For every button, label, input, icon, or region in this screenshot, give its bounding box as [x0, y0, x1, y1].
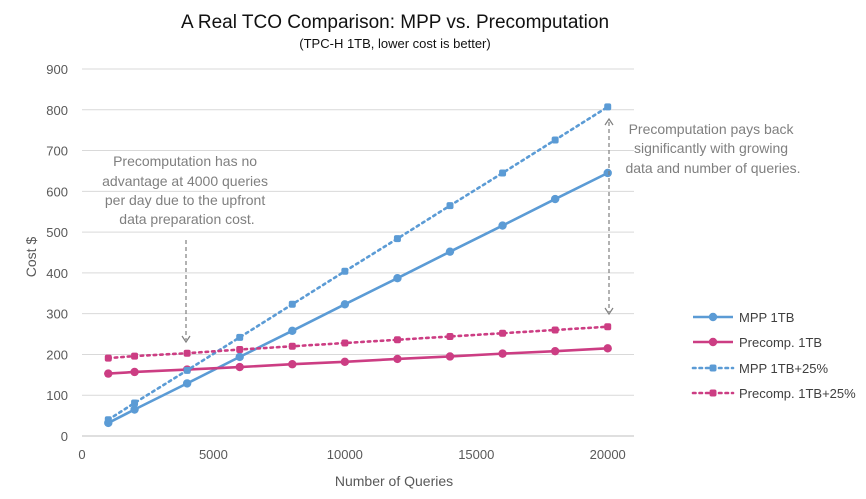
data-point: [288, 360, 297, 369]
annotation-arrows: [181, 117, 614, 344]
data-point: [499, 169, 507, 177]
data-point: [183, 366, 191, 374]
data-point: [288, 326, 297, 335]
data-point: [445, 247, 455, 256]
chart-title: A Real TCO Comparison: MPP vs. Precomput…: [181, 12, 609, 33]
data-point: [499, 329, 507, 337]
chart-subtitle: (TPC-H 1TB, lower cost is better): [299, 36, 490, 51]
legend-swatch-marker: [708, 337, 718, 347]
annotation-right-line: Precomputation pays back: [629, 121, 795, 137]
x-tick-label: 10000: [327, 447, 363, 462]
arrowhead: [181, 335, 191, 344]
data-point: [551, 136, 559, 144]
x-tick-label: 5000: [199, 447, 228, 462]
data-point: [446, 202, 454, 210]
data-point: [550, 346, 560, 356]
series-layer: [104, 103, 612, 428]
legend-label: MPP 1TB: [739, 310, 794, 325]
y-tick-label: 200: [46, 347, 68, 362]
data-point: [393, 273, 402, 283]
data-point: [446, 333, 454, 341]
x-tick-label: 20000: [590, 447, 626, 462]
data-point: [104, 369, 113, 378]
y-tick-label: 600: [46, 184, 68, 199]
y-tick-label: 700: [46, 144, 68, 159]
annotation-left-line: per day due to the upfront: [105, 192, 265, 208]
data-point: [131, 399, 139, 407]
data-point: [182, 379, 192, 388]
annotation-left: Precomputation has no advantage at 4000 …: [102, 153, 272, 227]
x-tick-label: 0: [78, 447, 85, 462]
legend-label: MPP 1TB+25%: [739, 361, 828, 376]
series-mpp-1tb-25-: [104, 103, 612, 424]
annotation-right-line: significantly with growing: [634, 140, 788, 156]
data-point: [393, 336, 401, 344]
data-point: [604, 323, 612, 331]
x-axis-ticks: 0 5000 10000 15000 20000: [78, 447, 625, 462]
legend-label: Precomp. 1TB: [739, 335, 822, 350]
data-point: [288, 342, 296, 350]
y-tick-label: 0: [61, 429, 68, 444]
data-point: [104, 416, 112, 424]
annotation-right: Precomputation pays back significantly w…: [625, 121, 800, 176]
data-point: [340, 357, 350, 366]
data-point: [603, 168, 612, 178]
data-point: [130, 405, 139, 414]
y-tick-label: 900: [46, 62, 68, 77]
arrowhead: [604, 117, 614, 126]
y-tick-label: 100: [46, 388, 68, 403]
legend: MPP 1TB Precomp. 1TB MPP 1TB+25% Precomp. 1…: [691, 310, 856, 401]
y-tick-label: 800: [46, 103, 68, 118]
x-axis-label: Number of Queries: [335, 473, 453, 489]
series-precomp-1tb-25-: [104, 323, 612, 362]
data-point: [130, 367, 139, 377]
arrowhead: [604, 307, 614, 316]
data-point: [288, 300, 296, 308]
data-point: [235, 362, 244, 372]
series-precomp-1tb: [104, 344, 612, 378]
data-point: [131, 352, 139, 360]
y-axis-ticks: 0 100 200 300 400 500 600 700 800 900: [46, 62, 68, 444]
y-axis-label: Cost $: [23, 237, 39, 278]
data-point: [604, 103, 612, 111]
data-point: [340, 300, 350, 309]
y-tick-label: 500: [46, 225, 68, 240]
y-tick-label: 400: [46, 266, 68, 281]
data-point: [603, 344, 612, 353]
annotation-right-line: data and number of queries.: [625, 160, 800, 176]
data-point: [393, 354, 402, 364]
data-point: [341, 339, 349, 347]
legend-label: Precomp. 1TB+25%: [739, 386, 856, 401]
legend-swatch-marker: [709, 364, 717, 372]
data-point: [551, 326, 559, 334]
data-point: [104, 354, 112, 362]
gridlines: [82, 68, 634, 437]
legend-swatch-marker: [709, 389, 717, 397]
data-point: [183, 349, 191, 357]
data-point: [498, 349, 507, 358]
data-point: [498, 221, 507, 230]
x-tick-label: 15000: [458, 447, 494, 462]
data-point: [236, 346, 244, 354]
annotation-left-line: data preparation cost.: [119, 211, 254, 227]
annotation-left-line: advantage at 4000 queries: [102, 173, 268, 189]
data-point: [236, 333, 244, 341]
annotation-left-line: Precomputation has no: [113, 153, 257, 169]
data-point: [235, 352, 244, 362]
data-point: [550, 194, 560, 204]
y-tick-label: 300: [46, 307, 68, 322]
data-point: [445, 352, 455, 361]
data-point: [341, 267, 349, 275]
legend-swatch-marker: [708, 312, 718, 322]
data-point: [393, 235, 401, 243]
